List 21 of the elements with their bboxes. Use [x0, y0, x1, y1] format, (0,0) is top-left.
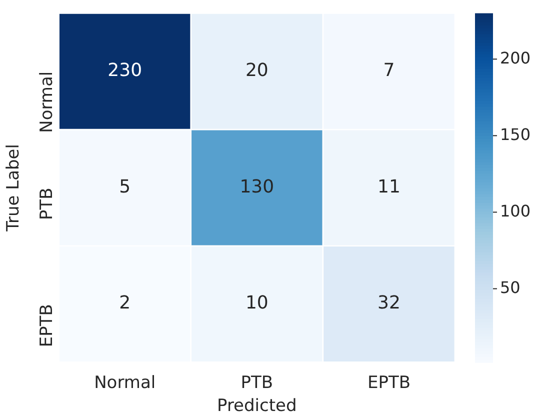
color-bar-label: 50	[500, 278, 520, 297]
x-tick-label: EPTB	[367, 372, 410, 393]
data-label: 5	[119, 176, 131, 198]
data-label: 230	[108, 60, 142, 82]
y-tick-label: Normal	[37, 71, 58, 133]
y-tick-label: PTB	[37, 188, 58, 220]
data-label: 130	[240, 176, 274, 198]
data-label: 32	[378, 292, 400, 314]
data-label: 20	[245, 60, 268, 82]
data-label: 10	[245, 292, 268, 314]
x-axis-title: Predicted	[216, 396, 297, 416]
data-label: 7	[383, 60, 395, 82]
x-tick-label: Normal	[94, 372, 156, 393]
color-bar-label: 150	[500, 124, 531, 144]
color-bar-label: 100	[500, 201, 531, 220]
y-tick-label: EPTB	[37, 304, 58, 348]
data-label: 2	[119, 292, 131, 314]
x-tick-label: PTB	[240, 372, 274, 393]
y-axis-title: True Label	[4, 144, 24, 232]
color-bar-label: 200	[500, 48, 531, 68]
data-label: 11	[378, 176, 400, 198]
